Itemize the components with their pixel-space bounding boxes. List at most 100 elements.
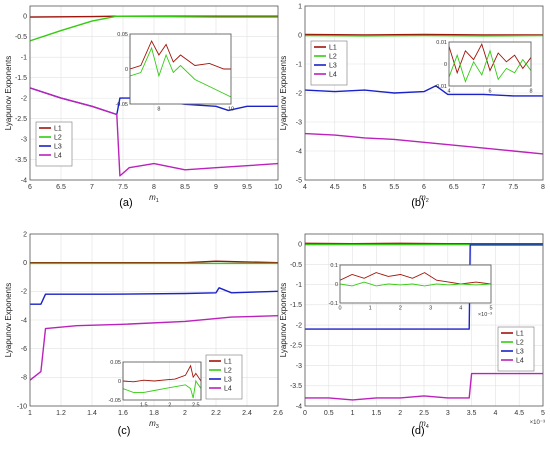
panel-label: (b) <box>411 197 424 209</box>
y-tick-label: -0.5 <box>290 262 302 269</box>
legend-label-l2: L2 <box>224 368 232 375</box>
legend-label-l3: L3 <box>516 349 524 356</box>
x-tick-label: 7 <box>90 184 94 191</box>
series-group <box>30 260 278 381</box>
series-group <box>305 33 543 155</box>
x-tick-label: 1.2 <box>56 410 66 417</box>
x-tick-label: 6 <box>422 184 426 191</box>
inset-x-tick-label: 10 <box>228 107 234 113</box>
y-tick-label: -5 <box>296 177 302 184</box>
y-axis-label: Lyapunov Exponents <box>4 56 13 130</box>
panel-a: 6 6.5 7 7.5 8 8.5 9 9.5 10 0 -0.5 -1 -1.5 -2 -2.5 -3 -3.… <box>4 5 282 209</box>
inset-y-tick-label: 0.1 <box>330 263 338 269</box>
y-tick-label: -1 <box>21 55 27 62</box>
legend-label-l4: L4 <box>224 386 232 393</box>
inset-series-line-l1 <box>123 364 201 383</box>
inset-y-tick-label: 0.05 <box>117 32 128 38</box>
series-line-l1 <box>305 33 543 36</box>
y-tick-label: -6 <box>21 346 27 353</box>
x-tick-label: 2 <box>183 410 187 417</box>
legend-box <box>35 121 73 167</box>
x-tick-label: 8 <box>152 184 156 191</box>
inset-series-group <box>130 39 231 98</box>
inset-x-tick-label: 5 <box>489 306 492 312</box>
y-tick-label: -8 <box>21 375 27 382</box>
legend-label-l1: L1 <box>54 126 62 133</box>
inset-x-tick-label: 1.5 <box>140 403 148 409</box>
x-tick-label: 4 <box>493 410 497 417</box>
inset-border <box>122 361 202 401</box>
y-axis-label: Lyapunov Exponents <box>279 283 288 357</box>
inset-x-exponent-label: ×10⁻³ <box>478 312 492 318</box>
inset-plot: 4 6 8 0.01 0 -0.01 <box>434 40 532 95</box>
series-line-l3 <box>30 287 278 305</box>
y-tick-label: -10 <box>17 403 27 410</box>
inset-y-tick-label: 0.05 <box>110 360 121 366</box>
x-tick-label: 2.4 <box>242 410 252 417</box>
x-axis-label: m2 <box>419 193 429 204</box>
y-axis-label: Lyapunov Exponents <box>4 283 13 357</box>
legend-label-l1: L1 <box>329 45 337 52</box>
y-tick-label: -2 <box>21 289 27 296</box>
panel-label: (a) <box>119 197 132 209</box>
legend-label-l2: L2 <box>329 54 337 61</box>
inset-y-tick-label: 0 <box>444 62 447 68</box>
legend-label-l4: L4 <box>329 72 337 79</box>
axes-frame <box>304 233 544 407</box>
legend-label-l1: L1 <box>516 331 524 338</box>
panel-c: 1 1.2 1.4 1.6 1.8 2 2.2 2.4 2.6 2 0 -2 -4 -6 -8 -10 m3 Ly… <box>4 231 283 437</box>
legend-box <box>310 40 348 86</box>
inset-y-tick-label: 0.01 <box>436 40 447 46</box>
inset-border <box>129 33 232 105</box>
x-axis-label: m4 <box>419 419 429 430</box>
y-tick-label: -1 <box>296 282 302 289</box>
x-tick-label: 6.5 <box>449 184 459 191</box>
y-tick-label: 0 <box>298 242 302 249</box>
y-tick-label: -4 <box>296 148 302 155</box>
y-tick-label: -4 <box>21 317 27 324</box>
y-tick-label: -3 <box>296 363 302 370</box>
x-tick-label: 4 <box>303 184 307 191</box>
inset-x-tick-label: 2.5 <box>192 403 200 409</box>
y-tick-label: -3.5 <box>15 157 27 164</box>
x-tick-label: 0 <box>303 410 307 417</box>
inset-plot: 1.5 2 2.5 0.05 0 -0.05 <box>108 360 202 409</box>
inset-x-tick-label: 8 <box>529 89 532 95</box>
y-tick-label: -3.5 <box>290 383 302 390</box>
x-tick-label: 9.5 <box>242 184 252 191</box>
y-tick-label: -2 <box>296 322 302 329</box>
legend: L1 L2 L3 L4 <box>497 326 535 372</box>
inset-y-tick-label: -0.05 <box>115 102 128 108</box>
inset-y-tick-label: 0 <box>118 379 121 385</box>
panel-label: (d) <box>411 425 424 437</box>
x-axis-label: m1 <box>149 193 159 204</box>
legend-label-l3: L3 <box>329 63 337 70</box>
inset-plot: 8 10 0.05 0 -0.05 <box>115 32 234 113</box>
y-axis-label: Lyapunov Exponents <box>279 56 288 130</box>
legend-box <box>497 326 535 372</box>
y-tick-label: 0 <box>23 14 27 21</box>
inset-y-tick-label: 0 <box>335 282 338 288</box>
inset-border <box>339 264 492 304</box>
x-tick-label: 4.5 <box>514 410 524 417</box>
legend-label-l3: L3 <box>54 144 62 151</box>
y-tick-label: -4 <box>21 177 27 184</box>
x-tick-label: 7.5 <box>118 184 128 191</box>
legend-box <box>205 354 243 400</box>
y-tick-label: -0.5 <box>15 34 27 41</box>
inset-series-line-l2 <box>130 46 231 98</box>
inset-series-line-l2 <box>449 49 531 83</box>
inset-series-line-l2 <box>123 379 201 399</box>
x-tick-label: 5 <box>541 410 545 417</box>
y-tick-label: -4 <box>296 403 302 410</box>
legend-label-l3: L3 <box>224 377 232 384</box>
axes-frame <box>29 233 279 407</box>
series-group <box>305 242 543 401</box>
series-line-l2 <box>30 15 278 42</box>
panel-d: 0 0.5 1 1.5 2 2.5 3 3.5 4 4.5 5 0 -0.5 -1 -1.5 -2 -2.5 -3… <box>279 233 545 437</box>
inset-series-group <box>449 43 531 83</box>
inset-series-group <box>340 272 491 287</box>
x-tick-label: 2 <box>398 410 402 417</box>
x-tick-label: 2.2 <box>211 410 221 417</box>
